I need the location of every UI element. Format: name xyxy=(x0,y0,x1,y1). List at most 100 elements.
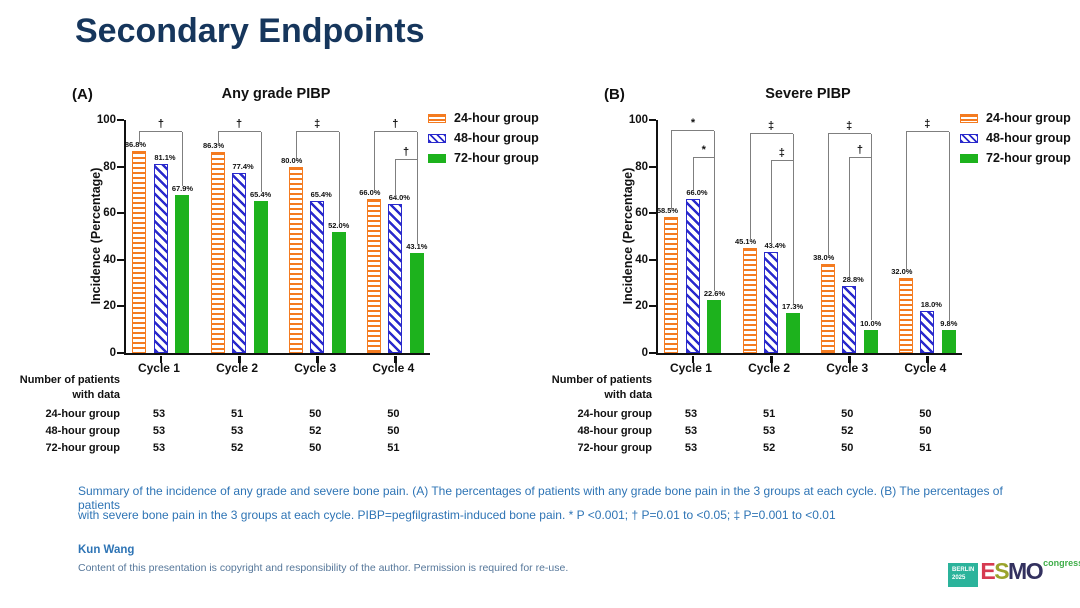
chart-title: Any grade PIBP xyxy=(221,86,331,102)
x-category-label: Cycle 4 xyxy=(904,361,947,375)
table-cell-value: 53 xyxy=(762,425,776,437)
x-category-label: Cycle 4 xyxy=(372,361,415,375)
significance-bracket-top xyxy=(217,130,261,132)
bar-24-hour-group xyxy=(288,166,303,353)
y-axis-label: Incidence (Percentage) xyxy=(621,167,635,305)
value-label: 64.0% xyxy=(388,192,410,202)
significance-bracket-right-leg xyxy=(948,131,950,322)
panel-letter: (A) xyxy=(72,86,93,103)
significance-bracket-left-leg xyxy=(749,134,751,240)
bar-48-hour-group xyxy=(232,172,247,353)
legend-label: 72-hour group xyxy=(986,151,1071,165)
value-label: 43.1% xyxy=(406,241,428,251)
y-tick-mark xyxy=(649,119,656,121)
significance-symbol: † xyxy=(236,117,243,130)
significance-symbol: ‡ xyxy=(314,117,321,130)
figure-caption-line-2: with severe bone pain in the 3 groups at… xyxy=(78,508,836,522)
table-row-label: 72-hour group xyxy=(45,442,120,454)
bar-24-hour-group xyxy=(366,199,381,353)
table-cell-value: 50 xyxy=(387,408,400,420)
significance-bracket-top xyxy=(395,158,417,160)
y-tick-label: 60 xyxy=(635,207,648,220)
table-cell-value: 50 xyxy=(309,442,322,454)
legend-entry: 24-hour group xyxy=(960,108,1071,128)
value-label: 65.4% xyxy=(310,189,332,199)
table-cell-value: 53 xyxy=(152,442,166,454)
legend-entry: 24-hour group xyxy=(428,108,539,128)
table-row-label: 48-hour group xyxy=(45,425,120,437)
y-axis-label: Incidence (Percentage) xyxy=(89,167,103,305)
significance-bracket-top xyxy=(295,130,339,132)
significance-bracket-top xyxy=(139,130,183,132)
value-label: 10.0% xyxy=(860,318,882,328)
table-cell-value: 51 xyxy=(762,408,776,420)
bar-72-hour-group xyxy=(707,300,722,353)
table-cell-value: 52 xyxy=(762,442,776,454)
bar-48-hour-group xyxy=(764,251,779,353)
significance-symbol: * xyxy=(701,144,706,157)
value-label: 67.9% xyxy=(171,183,194,193)
significance-symbol: * xyxy=(690,116,696,129)
significance-bracket-top xyxy=(749,132,793,134)
table-row-label: 72-hour group xyxy=(577,442,652,454)
table-cell-value: 50 xyxy=(841,408,854,420)
table-cell-value: 53 xyxy=(684,425,698,437)
y-tick-label: 0 xyxy=(641,347,648,359)
value-label: 81.1% xyxy=(154,153,176,163)
significance-symbol: † xyxy=(392,117,399,130)
significance-bracket-right-leg xyxy=(338,131,340,223)
x-tick-mark xyxy=(691,355,695,363)
significance-bracket-left-leg xyxy=(905,131,907,271)
bar-72-hour-group xyxy=(785,312,800,353)
legend-entry: 72-hour group xyxy=(428,148,539,168)
y-tick-label: 0 xyxy=(109,347,116,359)
y-tick-label: 20 xyxy=(103,300,116,313)
table-cell-value: 53 xyxy=(230,425,244,437)
y-tick-label: 80 xyxy=(103,160,116,173)
table-cell-value: 50 xyxy=(841,442,854,454)
legend-label: 24-hour group xyxy=(454,111,539,125)
copyright-notice: Content of this presentation is copyrigh… xyxy=(78,562,569,574)
x-tick-mark xyxy=(394,355,397,363)
significance-bracket-left-leg xyxy=(692,158,694,190)
y-tick-mark xyxy=(649,352,656,354)
y-tick-label: 80 xyxy=(635,160,648,173)
figure-caption-line-1: Summary of the incidence of any grade an… xyxy=(78,484,1003,512)
esmo-congress-logo: BERLIN 2025 ESMO congress xyxy=(948,558,1080,587)
legend: 24-hour group 48-hour group 72-hour group xyxy=(428,108,539,168)
table-row-label: 24-hour group xyxy=(577,408,652,420)
value-label: 38.0% xyxy=(813,253,835,263)
x-tick-mark xyxy=(770,355,773,363)
x-tick-mark xyxy=(926,355,929,363)
value-label: 66.0% xyxy=(686,188,708,198)
legend-entry: 48-hour group xyxy=(960,128,1071,148)
plot-area: 58.5% 45.1% 38.0% 32.0% 66.0% 43.4% 28.8% 18.0%… xyxy=(649,116,962,363)
legend-label: 24-hour group xyxy=(986,111,1071,125)
y-tick-label: 40 xyxy=(635,253,648,266)
value-label: 86.3% xyxy=(202,140,225,150)
table-cell-value: 51 xyxy=(919,442,932,454)
x-category-label: Cycle 3 xyxy=(826,361,869,375)
bar-24-hour-group xyxy=(664,216,679,353)
bar-48-hour-group xyxy=(920,311,935,353)
significance-symbol: ‡ xyxy=(768,119,775,132)
bar-72-hour-group xyxy=(941,330,956,353)
significance-bracket-right-leg xyxy=(416,131,418,160)
significance-bracket-top xyxy=(671,129,715,131)
x-tick-mark xyxy=(316,355,319,363)
significance-bracket-left-leg xyxy=(139,131,141,145)
y-tick-label: 100 xyxy=(628,114,648,126)
y-tick-mark xyxy=(649,258,656,261)
bar-24-hour-group xyxy=(820,264,835,353)
value-label: 80.0% xyxy=(281,155,303,165)
significance-symbol: ‡ xyxy=(778,146,785,159)
value-label: 9.8% xyxy=(940,319,958,329)
table-row-label: 48-hour group xyxy=(577,425,652,437)
value-label: 86.8% xyxy=(124,139,147,149)
bar-48-hour-group xyxy=(153,164,168,353)
legend-label: 48-hour group xyxy=(986,131,1071,145)
significance-bracket-left-leg xyxy=(827,134,829,257)
legend-label: 72-hour group xyxy=(454,151,539,165)
y-tick-mark xyxy=(117,212,124,215)
table-cell-value: 51 xyxy=(387,442,400,454)
